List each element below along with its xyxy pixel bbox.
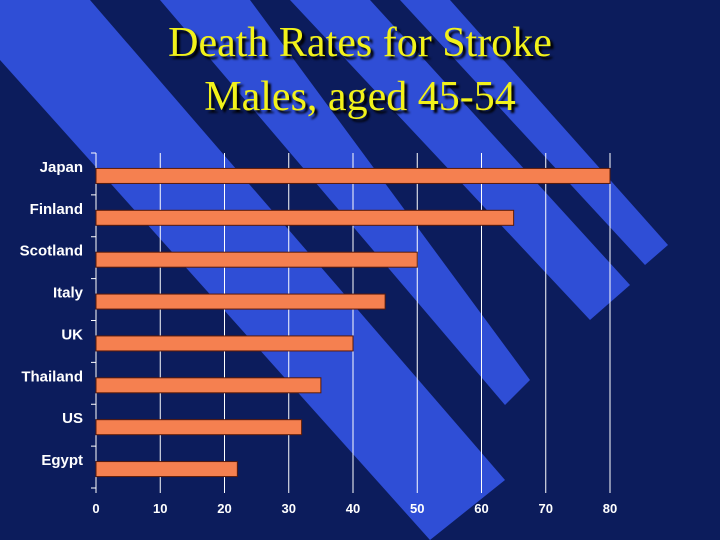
bar-finland (95, 209, 515, 226)
stripe-3 (290, 0, 630, 320)
category-label: US (62, 410, 83, 427)
category-label: UK (61, 326, 83, 343)
bar-us (95, 419, 303, 436)
bar-egypt (95, 461, 238, 478)
bar-uk (95, 335, 354, 352)
slide-title-line-2: Males, aged 45-54 (204, 74, 516, 120)
bar-thailand (95, 377, 322, 394)
stripe-1 (0, 0, 505, 540)
category-label: Italy (53, 285, 84, 302)
x-tick-label: 60 (474, 501, 488, 516)
bar-italy (95, 293, 386, 310)
x-tick-label: 70 (539, 501, 553, 516)
category-label: Egypt (41, 452, 83, 469)
x-tick-label: 40 (346, 501, 360, 516)
x-tick-label: 30 (282, 501, 296, 516)
category-label: Finland (30, 201, 83, 218)
x-tick-label: 50 (410, 501, 424, 516)
x-tick-label: 10 (153, 501, 167, 516)
x-tick-label: 20 (217, 501, 231, 516)
stripe-2 (160, 0, 530, 405)
slide-title-line-1: Death Rates for Stroke (168, 20, 552, 66)
x-tick-label: 0 (92, 501, 99, 516)
stripe-4 (400, 0, 668, 265)
category-label: Thailand (21, 368, 83, 385)
bar-japan (95, 167, 611, 184)
category-label: Japan (40, 159, 83, 176)
x-tick-label: 80 (603, 501, 617, 516)
category-label: Scotland (20, 243, 83, 260)
bar-scotland (95, 251, 418, 268)
